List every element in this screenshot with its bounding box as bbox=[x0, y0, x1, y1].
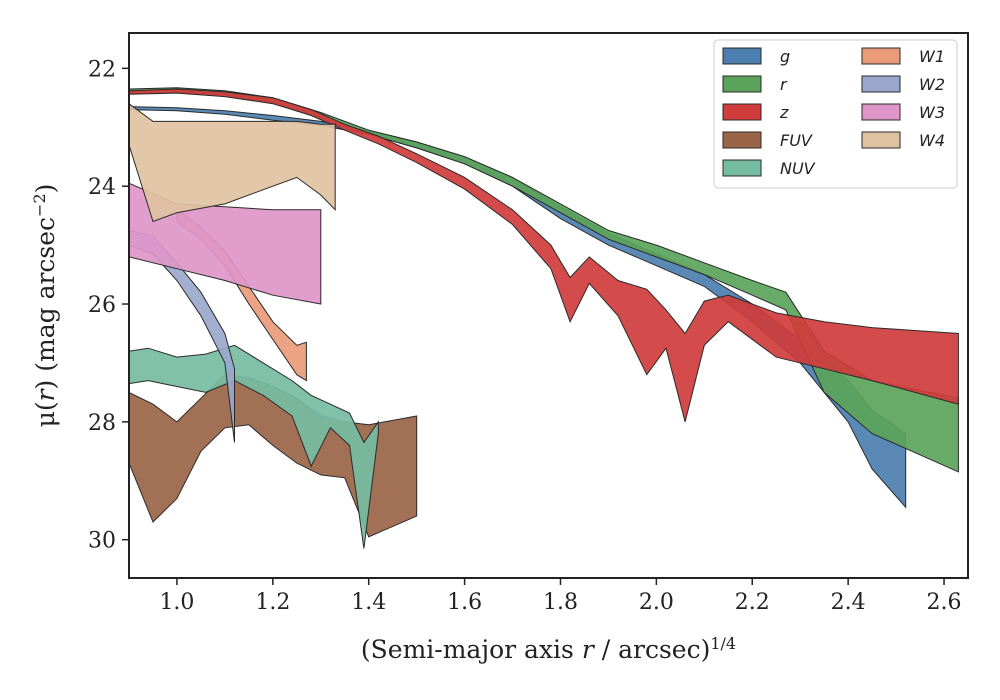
ticks-layer: 1.0 1.2 1.4 1.6 1.8 2.0 2.2 2.4 2.6 22 24 26 28 30 bbox=[88, 57, 962, 615]
x-tick-label: 2.2 bbox=[735, 590, 770, 615]
legend: grz FUV NUV W1 W2 W3 W4 bbox=[713, 39, 958, 189]
x-tick-label: 2.0 bbox=[639, 590, 674, 615]
legend-swatch-fuv bbox=[722, 131, 762, 149]
x-tick-label: 2.4 bbox=[831, 590, 866, 615]
x-tick-label: 2.6 bbox=[927, 590, 962, 615]
legend-label-w4: W4 bbox=[919, 131, 945, 150]
legend-label-w3: W3 bbox=[919, 103, 945, 122]
plot-frame bbox=[128, 32, 969, 579]
legend-label-fuv: FUV bbox=[780, 131, 813, 150]
legend-swatch-w2 bbox=[861, 75, 901, 93]
legend-label-g: g bbox=[780, 47, 790, 66]
legend-swatch-z bbox=[722, 103, 762, 121]
band-w4 bbox=[129, 103, 336, 223]
y-tick-label: 28 bbox=[88, 411, 116, 436]
legend-swatch-w4 bbox=[861, 131, 901, 149]
x-tick-label: 1.2 bbox=[255, 590, 290, 615]
y-tick-label: 24 bbox=[88, 175, 116, 200]
legend-label-nuv: NUV bbox=[780, 159, 816, 178]
x-tick-label: 1.8 bbox=[543, 590, 578, 615]
bands-layer bbox=[129, 87, 959, 549]
legend-label-w2: W2 bbox=[919, 75, 945, 94]
legend-label-z: z bbox=[779, 103, 789, 122]
y-tick-label: 26 bbox=[88, 293, 116, 318]
band-nuv bbox=[129, 344, 379, 549]
x-tick-label: 1.6 bbox=[447, 590, 482, 615]
legend-swatch-g bbox=[722, 47, 762, 65]
y-tick-label: 30 bbox=[88, 529, 116, 554]
legend-swatch-nuv bbox=[722, 159, 762, 177]
legend-swatch-r bbox=[722, 75, 762, 93]
y-axis-label: μ(r) (mag arcsec−2) bbox=[30, 184, 61, 428]
x-tick-label: 1.4 bbox=[351, 590, 386, 615]
legend-swatch-w3 bbox=[861, 103, 901, 121]
band-z bbox=[129, 88, 959, 423]
y-tick-label: 22 bbox=[88, 57, 116, 82]
legend-label-w1: W1 bbox=[919, 47, 945, 66]
x-tick-label: 1.0 bbox=[159, 590, 194, 615]
legend-label-r: r bbox=[780, 75, 788, 94]
legend-swatch-w1 bbox=[861, 47, 901, 65]
x-axis-label: (Semi-major axis r / arcsec)1/4 bbox=[361, 634, 736, 665]
